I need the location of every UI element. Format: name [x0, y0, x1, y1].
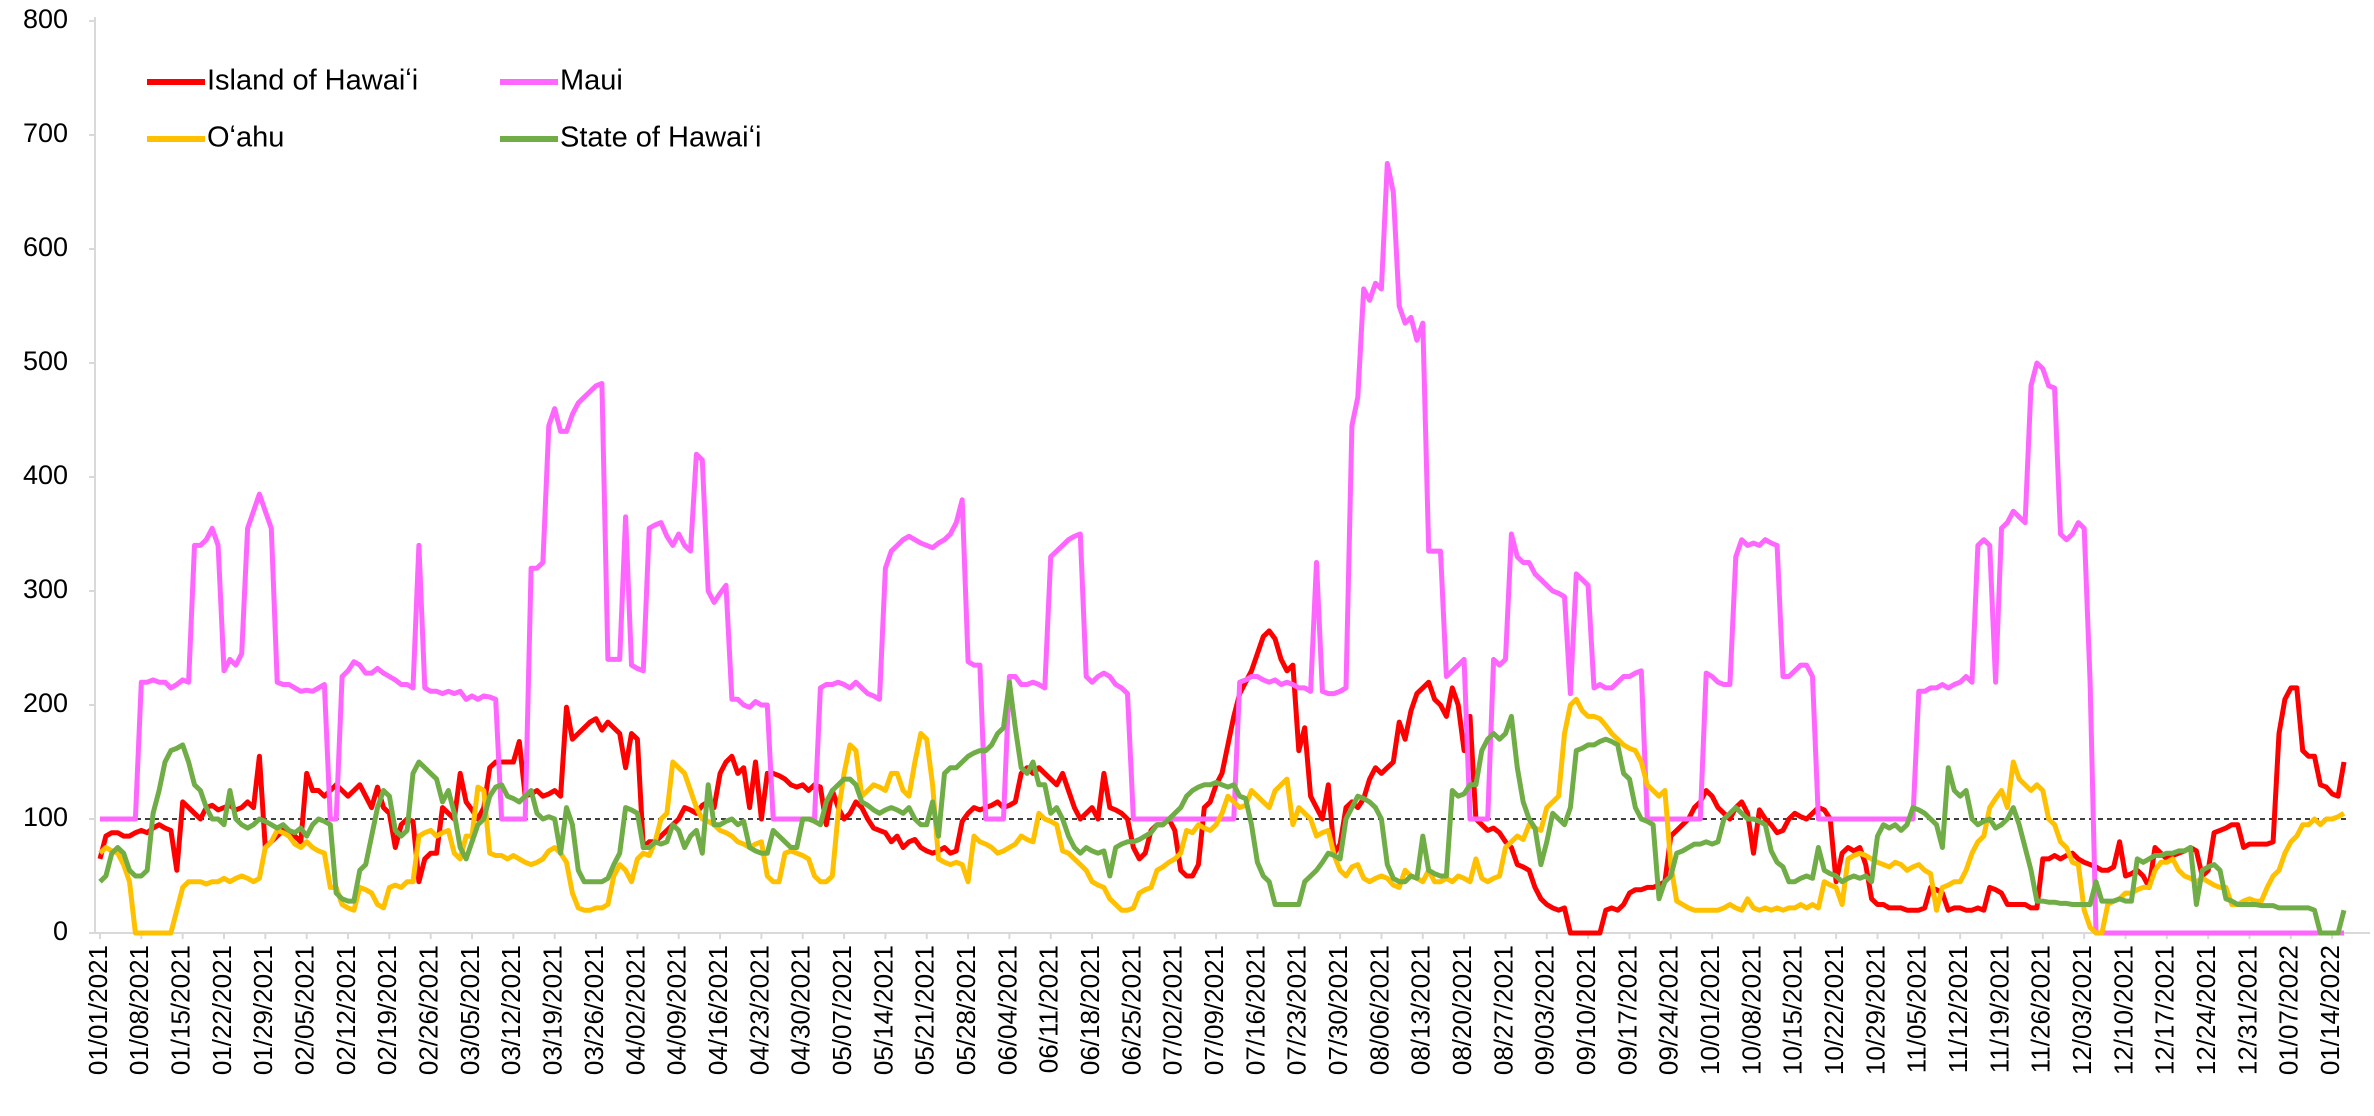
x-tick-label: 08/06/2021: [1364, 945, 1394, 1075]
x-tick-label: 04/09/2021: [662, 945, 692, 1075]
x-tick-label: 01/14/2022: [2315, 945, 2345, 1075]
x-tick-label: 09/17/2021: [1612, 945, 1642, 1075]
x-tick-label: 02/19/2021: [372, 945, 402, 1075]
y-tick-label: 400: [23, 460, 68, 490]
x-tick-label: 12/31/2021: [2232, 945, 2262, 1075]
x-tick-label: 01/15/2021: [166, 945, 196, 1075]
x-tick-label: 01/29/2021: [248, 945, 278, 1075]
x-tick-label: 05/07/2021: [827, 945, 857, 1075]
legend-label: Maui: [560, 65, 623, 97]
y-tick-label: 800: [23, 4, 68, 34]
y-tick-label: 700: [23, 118, 68, 148]
legend-label: State of Hawaiʻi: [560, 122, 762, 154]
x-tick-label: 12/24/2021: [2191, 945, 2221, 1075]
x-tick-label: 11/12/2021: [1943, 945, 1973, 1073]
x-tick-label: 10/22/2021: [1819, 945, 1849, 1075]
x-tick-label: 02/05/2021: [290, 945, 320, 1075]
x-tick-label: 02/26/2021: [414, 945, 444, 1075]
y-tick-label: 600: [23, 232, 68, 262]
x-tick-label: 11/05/2021: [1902, 945, 1932, 1073]
x-tick-label: 07/23/2021: [1282, 945, 1312, 1075]
x-tick-label: 10/29/2021: [1860, 945, 1890, 1075]
x-tick-label: 12/10/2021: [2108, 945, 2138, 1075]
x-tick-label: 06/18/2021: [1075, 945, 1105, 1075]
legend-label: Oʻahu: [207, 122, 284, 154]
x-tick-label: 03/26/2021: [579, 945, 609, 1075]
x-tick-label: 04/23/2021: [744, 945, 774, 1075]
x-tick-label: 03/05/2021: [455, 945, 485, 1075]
x-tick-label: 12/17/2021: [2150, 945, 2180, 1075]
x-tick-label: 08/13/2021: [1406, 945, 1436, 1075]
x-tick-label: 04/30/2021: [786, 945, 816, 1075]
x-tick-label: 01/01/2021: [83, 945, 113, 1075]
x-tick-label: 12/03/2021: [2067, 945, 2097, 1075]
x-tick-label: 06/11/2021: [1034, 945, 1064, 1073]
x-tick-label: 09/24/2021: [1654, 945, 1684, 1075]
series-line: [98, 679, 2347, 936]
y-tick-label: 300: [23, 574, 68, 604]
x-tick-label: 07/02/2021: [1158, 945, 1188, 1075]
x-tick-label: 07/30/2021: [1323, 945, 1353, 1075]
series-line: [98, 696, 2346, 936]
x-tick-label: 06/04/2021: [992, 945, 1022, 1075]
x-tick-label: 08/20/2021: [1447, 945, 1477, 1075]
series-line: [100, 161, 2344, 936]
x-tick-label: 11/26/2021: [2026, 945, 2056, 1073]
x-tick-label: 04/02/2021: [620, 945, 650, 1075]
x-tick-label: 10/01/2021: [1695, 945, 1725, 1075]
y-tick-label: 200: [23, 688, 68, 718]
x-tick-label: 05/21/2021: [910, 945, 940, 1075]
x-tick-label: 07/09/2021: [1199, 945, 1229, 1075]
x-tick-label: 05/28/2021: [951, 945, 981, 1075]
y-tick-label: 500: [23, 346, 68, 376]
x-tick-label: 09/10/2021: [1571, 945, 1601, 1075]
x-tick-label: 08/27/2021: [1488, 945, 1518, 1075]
x-tick-label: 10/15/2021: [1778, 945, 1808, 1075]
y-tick-label: 0: [53, 916, 68, 946]
x-tick-label: 03/19/2021: [538, 945, 568, 1075]
y-tick-label: 100: [23, 802, 68, 832]
x-tick-label: 11/19/2021: [1984, 945, 2014, 1073]
x-tick-label: 06/25/2021: [1116, 945, 1146, 1075]
x-tick-label: 07/16/2021: [1240, 945, 1270, 1075]
x-tick-label: 04/16/2021: [703, 945, 733, 1075]
x-tick-label: 01/22/2021: [207, 945, 237, 1075]
x-tick-label: 01/08/2021: [124, 945, 154, 1075]
x-tick-label: 03/12/2021: [496, 945, 526, 1075]
x-tick-label: 02/12/2021: [331, 945, 361, 1075]
x-tick-label: 09/03/2021: [1530, 945, 1560, 1075]
x-tick-label: 01/07/2022: [2274, 945, 2304, 1075]
x-tick-label: 05/14/2021: [868, 945, 898, 1075]
legend-label: Island of Hawaiʻi: [207, 65, 418, 97]
x-tick-label: 10/08/2021: [1736, 945, 1766, 1075]
